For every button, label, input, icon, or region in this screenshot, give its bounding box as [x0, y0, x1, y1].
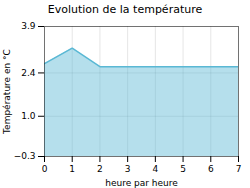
- svg-text:−0.3: −0.3: [14, 151, 36, 161]
- svg-text:5: 5: [180, 164, 186, 174]
- svg-text:3.9: 3.9: [21, 21, 36, 31]
- svg-text:4: 4: [152, 164, 158, 174]
- svg-text:0: 0: [42, 164, 48, 174]
- html-text:Evolution de la température: Evolution de la température: [47, 3, 203, 16]
- svg-text:6: 6: [208, 164, 214, 174]
- svg-text:2: 2: [97, 164, 103, 174]
- svg-text:3: 3: [125, 164, 131, 174]
- svg-text:1.0: 1.0: [21, 111, 36, 121]
- svg-text:1: 1: [69, 164, 75, 174]
- svg-text:2.4: 2.4: [21, 68, 36, 78]
- svg-text:7: 7: [236, 164, 242, 174]
- svg-text:Température en °C: Température en °C: [2, 49, 12, 135]
- svg-text:heure par heure: heure par heure: [105, 178, 178, 188]
